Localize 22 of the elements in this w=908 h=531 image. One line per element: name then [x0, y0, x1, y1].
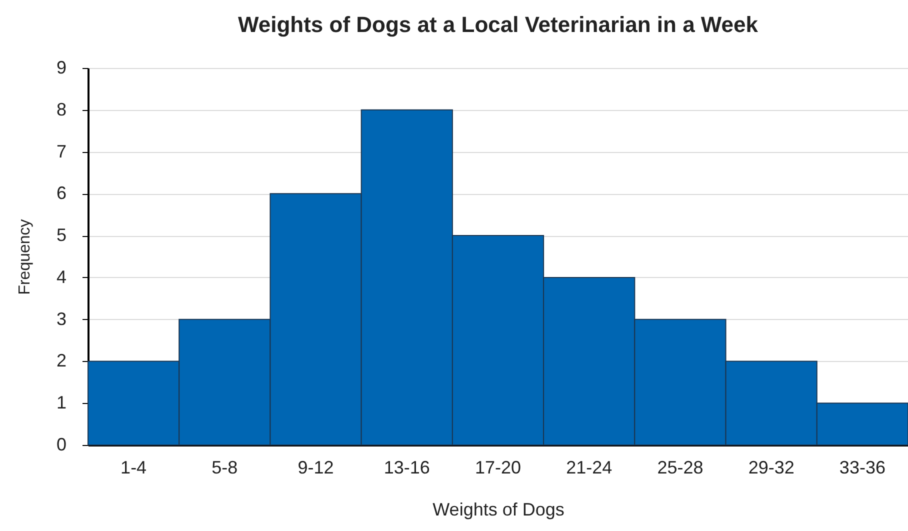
x-tick-label: 9-12 — [298, 458, 334, 478]
x-tick-label: 17-20 — [474, 458, 522, 478]
x-tick-label: 1-4 — [120, 458, 147, 478]
x-tick-label: 29-32 — [748, 458, 794, 478]
y-tick-label: 0 — [56, 434, 66, 454]
y-tick-label: 8 — [56, 99, 66, 120]
x-tick-label: 21-24 — [566, 458, 612, 478]
y-tick-label: 2 — [56, 350, 66, 371]
y-tick-label: 6 — [56, 183, 66, 204]
y-tick-label: 5 — [56, 225, 66, 246]
x-tick-label: 25-28 — [657, 458, 704, 478]
x-axis-title: Weights of Dogs — [432, 500, 564, 520]
x-tick-label: 33-36 — [839, 458, 886, 478]
y-tick-label: 9 — [56, 58, 66, 78]
y-tick-label: 4 — [56, 266, 66, 287]
chart-title: Weights of Dogs at a Local Veterinarian in a Week — [238, 12, 759, 37]
x-tick-label: 5-8 — [212, 458, 238, 478]
y-tick-label: 7 — [56, 141, 66, 162]
x-tick-label: 13-16 — [384, 458, 430, 478]
y-axis-title: Frequency — [16, 219, 34, 295]
y-tick-label: 1 — [56, 392, 66, 413]
y-tick-label: 3 — [56, 308, 66, 329]
